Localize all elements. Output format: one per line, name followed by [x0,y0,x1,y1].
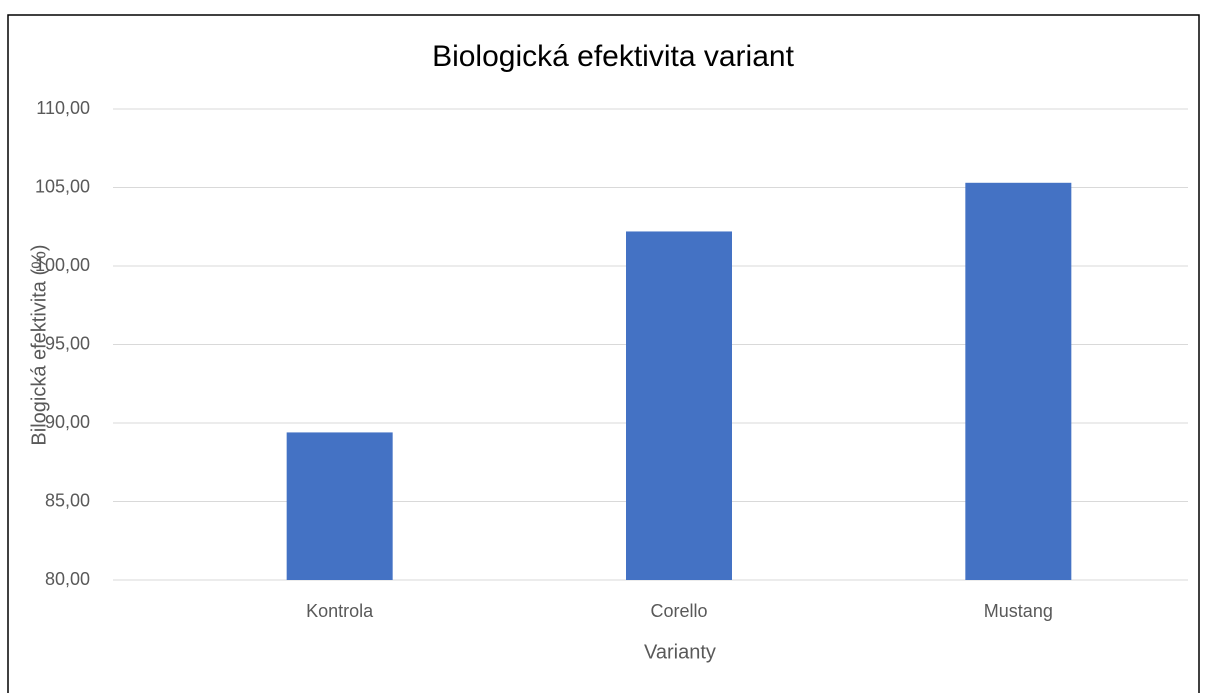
x-tick-label: Kontrola [306,601,374,621]
x-axis-label: Varianty [644,641,716,663]
y-tick-label: 85,00 [45,490,90,510]
bar [626,231,732,580]
y-tick-label: 100,00 [35,255,90,275]
bar [286,432,393,580]
y-tick-label: 80,00 [45,569,90,589]
y-tick-label: 105,00 [35,176,90,196]
x-tick-label: Corello [650,601,707,621]
x-tick-label: Mustang [984,601,1053,621]
y-axis-label: Bilogická efektivita (%) [28,244,50,445]
y-tick-label: 95,00 [45,333,90,353]
y-tick-label: 110,00 [36,98,90,118]
y-tick-label: 90,00 [45,412,90,432]
chart-title: Biologická efektivita variant [432,40,795,73]
bar [965,182,1072,581]
